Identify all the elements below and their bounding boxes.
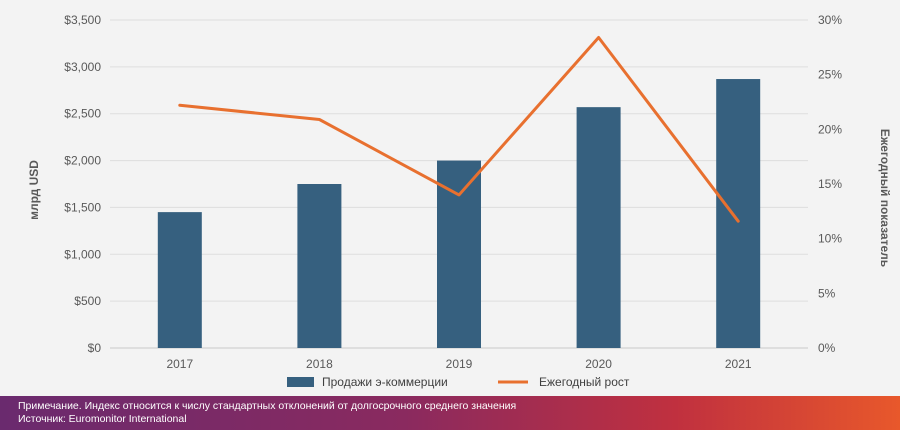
left-tick-label: $0 [88, 341, 102, 355]
bar [297, 184, 342, 348]
left-tick-label: $500 [74, 294, 101, 308]
right-tick-label: 10% [818, 232, 842, 246]
footer-source: Источник: Euromonitor International [18, 413, 187, 425]
bar [437, 160, 481, 348]
left-tick-label: $1,500 [64, 200, 101, 214]
chart: $0 $500 $1,000 $1,500 $2,000 $2,500 $3,000 $3,5… [27, 13, 892, 389]
bar [576, 107, 621, 348]
right-tick-label: 0% [818, 341, 836, 355]
legend-bar-label: Продажи э-коммерции [322, 375, 448, 389]
x-axis-ticks: 2017 2018 2019 2020 2021 [166, 357, 751, 371]
left-tick-label: $2,000 [64, 154, 101, 168]
legend: Продажи э-коммерции Ежегодный рост [287, 375, 630, 389]
bar-series [157, 79, 761, 348]
left-axis-title: млрд USD [27, 160, 41, 220]
bar [157, 212, 202, 348]
right-tick-label: 25% [818, 68, 842, 82]
x-tick-label: 2018 [306, 357, 333, 371]
legend-line-label: Ежегодный рост [539, 375, 630, 389]
right-tick-label: 5% [818, 286, 836, 300]
right-axis-ticks: 0% 5% 10% 15% 20% 25% 30% [818, 13, 842, 355]
left-axis-ticks: $0 $500 $1,000 $1,500 $2,000 $2,500 $3,000 $3,5… [64, 13, 101, 355]
right-axis-title: Ежегодный показатель [878, 129, 892, 267]
x-tick-label: 2017 [166, 357, 193, 371]
growth-line [178, 35, 740, 223]
right-tick-label: 30% [818, 13, 842, 27]
x-tick-label: 2021 [725, 357, 752, 371]
footer-note: Примечание. Индекс относится к числу ста… [18, 400, 517, 412]
x-tick-label: 2019 [446, 357, 473, 371]
right-tick-label: 15% [818, 177, 842, 191]
x-tick-label: 2020 [585, 357, 612, 371]
right-tick-label: 20% [818, 122, 842, 136]
left-tick-label: $2,500 [64, 107, 101, 121]
legend-bar-swatch [287, 377, 314, 387]
line-series [178, 35, 740, 223]
left-tick-label: $3,000 [64, 60, 101, 74]
left-tick-label: $3,500 [64, 13, 101, 27]
left-tick-label: $1,000 [64, 247, 101, 261]
bar [716, 79, 761, 348]
footer: Примечание. Индекс относится к числу ста… [0, 396, 900, 430]
